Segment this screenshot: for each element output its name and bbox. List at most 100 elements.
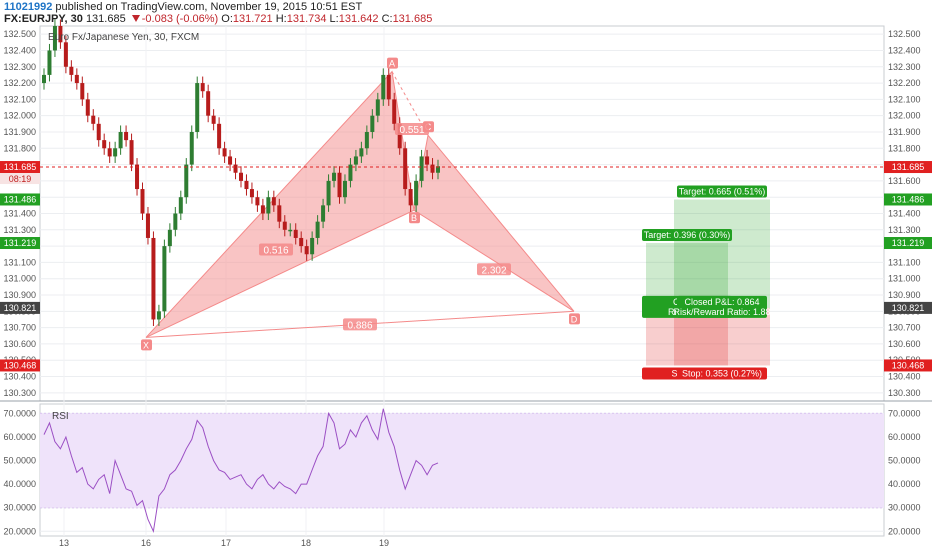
candle-body — [145, 213, 150, 238]
rsi-line — [43, 408, 439, 534]
price-badge-label: 131.685 — [4, 162, 37, 172]
symbol-label[interactable]: FX:EURJPY, 30 — [4, 13, 83, 25]
price-tick-left: 130.900 — [3, 290, 36, 300]
candle-body — [310, 237, 315, 255]
candle-body — [293, 229, 298, 238]
candle-body — [228, 156, 233, 165]
position-tools[interactable]: Target: 0.396 (0.30%)ClosedRisk/RewStop:… — [642, 185, 771, 380]
point-label-box — [409, 212, 420, 224]
candle-body — [370, 115, 375, 132]
candle-body — [403, 148, 408, 190]
candle-body — [430, 164, 435, 173]
low-value: 131.642 — [338, 13, 379, 25]
price-tick-right: 131.900 — [888, 127, 921, 137]
candle-body — [321, 205, 326, 222]
candle-body — [348, 164, 353, 181]
high-value: 131.734 — [286, 13, 327, 25]
price-tick-left: 132.100 — [3, 94, 36, 104]
price-badge-label: 131.685 — [892, 162, 925, 172]
candle-body — [277, 205, 282, 222]
candle-body — [52, 26, 57, 51]
candle-body — [151, 237, 156, 320]
price-tick-left: 131.400 — [3, 209, 36, 219]
price-badge — [0, 359, 40, 372]
ratio-label: 0.516 — [263, 246, 288, 257]
candle-body — [239, 172, 243, 181]
rsi-title: RSI — [52, 411, 69, 422]
candle-body — [244, 180, 249, 190]
open-value: 131.721 — [232, 13, 273, 25]
price-badge — [884, 237, 932, 250]
price-tick-left: 130.700 — [3, 323, 36, 333]
candle-body — [332, 172, 337, 181]
rsi-tick-right: 30.0000 — [888, 503, 921, 513]
stop-label-box — [677, 367, 767, 380]
price-badge-label: 131.219 — [892, 238, 925, 248]
countdown-label: 08:19 — [9, 174, 32, 184]
candle-body — [63, 42, 68, 67]
pnl-label: Closed P&L: 0.864 — [684, 297, 759, 307]
candle-body — [42, 74, 46, 84]
ratio-label: 2.302 — [481, 265, 506, 276]
date-tick: 16 — [141, 538, 151, 548]
candle-body — [288, 229, 293, 232]
candle-body — [326, 180, 331, 206]
candle-body — [96, 123, 101, 141]
price-badge — [884, 161, 932, 174]
candle-body — [392, 99, 397, 124]
candle-body — [315, 221, 320, 238]
price-tick-right: 131.800 — [888, 143, 921, 153]
candle-body — [69, 66, 74, 75]
ratio-label: 0.886 — [347, 320, 372, 331]
candle-body — [255, 197, 260, 206]
candle-body — [47, 50, 52, 75]
rsi-tick-left: 20.0000 — [3, 526, 36, 536]
candle-body — [102, 140, 107, 149]
candle-body — [381, 74, 386, 100]
candle-body — [107, 148, 112, 157]
candle-body — [140, 189, 145, 214]
candle-body — [266, 197, 271, 214]
candle-body — [162, 246, 167, 312]
last-price: 131.685 — [85, 13, 126, 25]
candle-body — [304, 246, 309, 255]
price-badge — [884, 359, 932, 372]
candle-body — [337, 172, 342, 198]
candlestick-series — [42, 19, 440, 326]
candle-body — [156, 311, 161, 320]
candle-body — [184, 164, 189, 198]
price-badge-label: 131.219 — [4, 238, 37, 248]
candle-body — [74, 74, 79, 84]
price-tick-right: 130.600 — [888, 339, 921, 349]
target-label: Target: 0.396 (0.30%) — [644, 230, 731, 240]
ratio-box — [259, 243, 293, 256]
price-tick-right: 132.200 — [888, 78, 921, 88]
publisher-id[interactable]: 11021992 — [4, 1, 53, 13]
price-badge-label: 130.821 — [4, 303, 37, 313]
price-tick-right: 132.300 — [888, 62, 921, 72]
price-tick-left: 131.900 — [3, 127, 36, 137]
price-tick-right: 132.000 — [888, 111, 921, 121]
candle-body — [364, 131, 369, 149]
candle-body — [118, 131, 123, 149]
price-badges: 131.685 131.685 131.486 131.486 131.219 131.2… — [0, 161, 932, 372]
price-badge — [0, 301, 40, 314]
point-label-box — [569, 313, 580, 325]
candle-body — [211, 115, 216, 124]
price-tick-right: 131.600 — [888, 176, 921, 186]
price-tick-left: 132.500 — [3, 29, 36, 39]
candle-body — [342, 180, 347, 198]
candle-body — [359, 148, 364, 157]
price-badge — [884, 193, 932, 206]
candle-body — [375, 99, 380, 116]
profit-zone — [674, 199, 770, 308]
date-tick: 13 — [59, 538, 69, 548]
price-tick-right: 131.100 — [888, 257, 921, 267]
candle-body — [282, 221, 287, 230]
price-badge-label: 130.468 — [4, 360, 37, 370]
high-label: H: — [275, 13, 287, 25]
rsi-tick-right: 60.0000 — [888, 432, 921, 442]
candle-body — [419, 156, 424, 181]
rsi-tick-left: 60.0000 — [3, 432, 36, 442]
